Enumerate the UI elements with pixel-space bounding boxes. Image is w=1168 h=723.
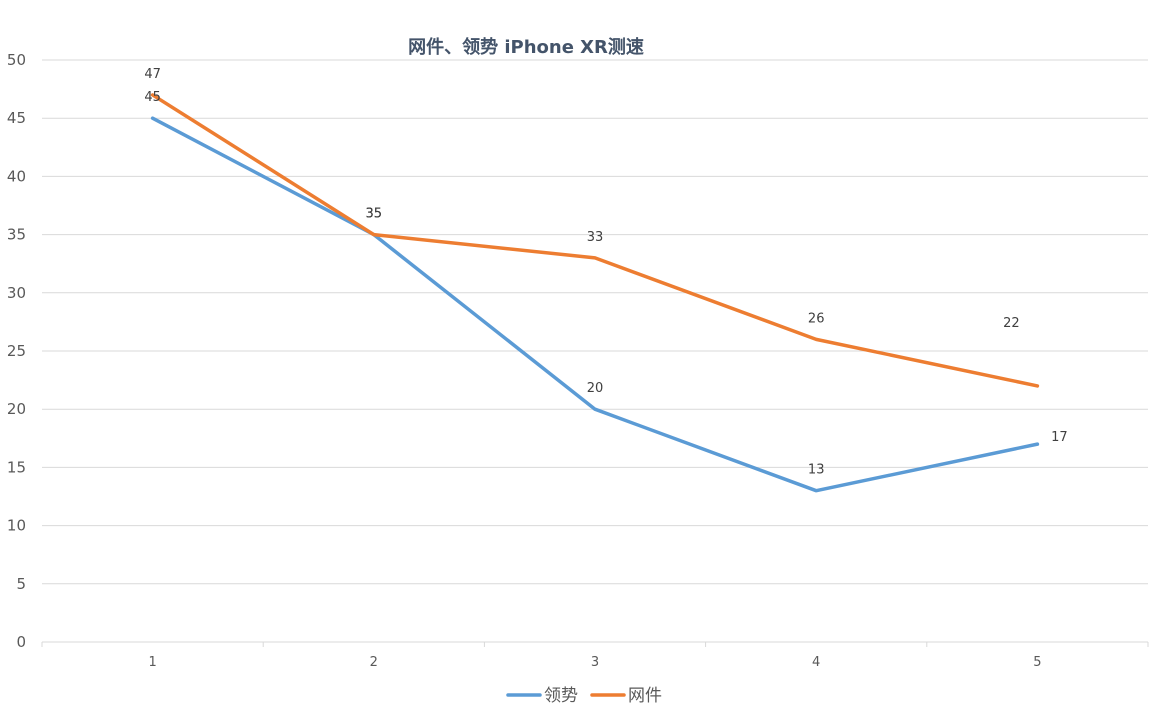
series-line-1 xyxy=(150,116,1040,493)
legend-item: 领势 xyxy=(506,686,578,706)
y-tick-label: 10 xyxy=(7,517,26,535)
y-tick-label: 0 xyxy=(16,633,26,651)
x-tick-label: 1 xyxy=(148,655,156,670)
data-label: 35 xyxy=(366,207,383,222)
legend-label: 领势 xyxy=(544,686,578,706)
y-tick-label: 25 xyxy=(7,342,26,360)
y-tick-label: 45 xyxy=(7,109,26,127)
grid xyxy=(42,59,1148,585)
data-label: 13 xyxy=(808,463,825,478)
y-tick-label: 50 xyxy=(7,51,26,69)
x-tick-label: 5 xyxy=(1033,655,1041,670)
data-label: 17 xyxy=(1051,430,1068,445)
data-label: 20 xyxy=(587,381,604,396)
y-tick-label: 40 xyxy=(7,167,26,185)
data-label: 45 xyxy=(144,90,161,105)
data-label: 22 xyxy=(1003,316,1020,331)
chart-title: 网件、领势 iPhone XR测速 xyxy=(408,36,644,58)
series xyxy=(150,93,1040,493)
y-tick-label: 35 xyxy=(7,226,26,244)
x-tick-label: 4 xyxy=(812,655,820,670)
y-tick-label: 15 xyxy=(7,458,26,476)
series-line-2 xyxy=(150,93,1040,388)
data-label: 26 xyxy=(808,311,825,326)
x-tick-label: 3 xyxy=(591,655,599,670)
y-tick-label: 30 xyxy=(7,284,26,302)
legend-item: 网件 xyxy=(590,686,662,706)
legend-label: 网件 xyxy=(628,686,662,706)
data-label: 35 xyxy=(366,207,383,222)
y-tick-label: 5 xyxy=(16,575,26,593)
data-label: 33 xyxy=(587,230,604,245)
legend: 领势 网件 xyxy=(506,686,662,706)
y-tick-label: 20 xyxy=(7,400,26,418)
x-tick-label: 2 xyxy=(370,655,378,670)
data-label: 47 xyxy=(144,67,161,82)
